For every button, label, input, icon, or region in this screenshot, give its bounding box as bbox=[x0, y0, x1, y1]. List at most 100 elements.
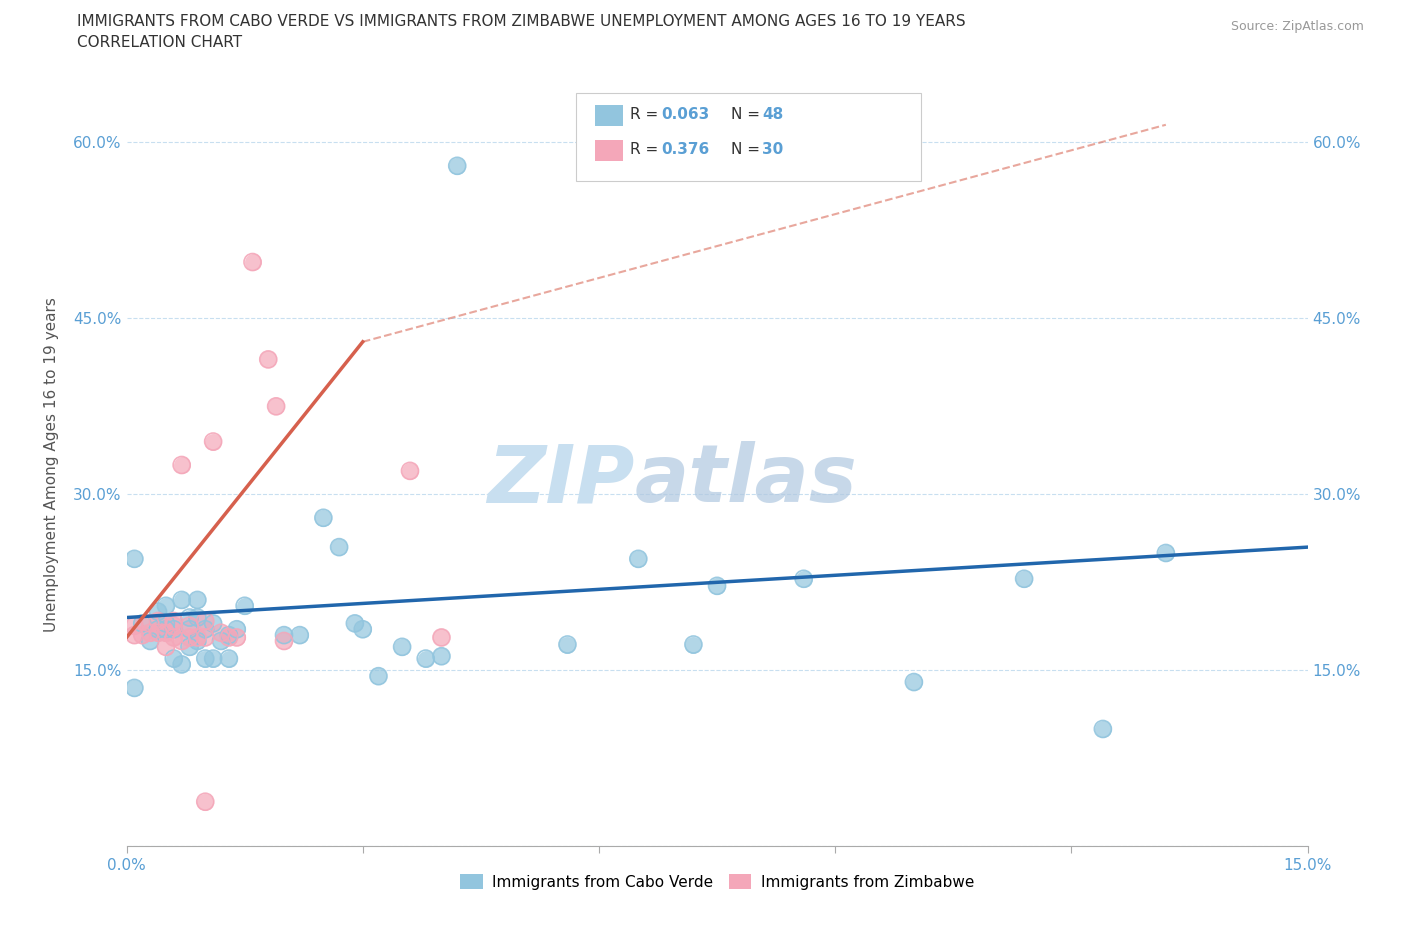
Point bbox=[124, 681, 146, 696]
Point bbox=[793, 571, 815, 586]
Point bbox=[202, 616, 225, 631]
Point bbox=[163, 614, 186, 629]
Point bbox=[209, 625, 232, 640]
Point bbox=[343, 616, 366, 631]
Point bbox=[706, 578, 728, 593]
Point bbox=[124, 628, 146, 643]
Point bbox=[682, 637, 704, 652]
Point bbox=[131, 616, 153, 631]
Point bbox=[209, 625, 232, 640]
Point bbox=[233, 598, 256, 613]
Point bbox=[170, 633, 193, 648]
Point bbox=[194, 622, 217, 637]
Point bbox=[209, 633, 232, 648]
Point bbox=[903, 674, 925, 689]
Point bbox=[139, 625, 162, 640]
Point bbox=[163, 651, 186, 666]
Point bbox=[1091, 722, 1114, 737]
Point bbox=[202, 651, 225, 666]
Point bbox=[124, 551, 146, 566]
Point bbox=[257, 352, 280, 366]
Point bbox=[124, 628, 146, 643]
Point bbox=[124, 551, 146, 566]
Text: 30: 30 bbox=[762, 142, 783, 157]
Point bbox=[793, 571, 815, 586]
Text: N =: N = bbox=[731, 107, 765, 122]
Point bbox=[218, 630, 240, 644]
Point bbox=[131, 628, 153, 643]
Point bbox=[328, 539, 350, 554]
Point bbox=[202, 651, 225, 666]
Point bbox=[430, 630, 453, 644]
Point bbox=[202, 616, 225, 631]
Point bbox=[179, 610, 201, 625]
Point bbox=[273, 628, 295, 643]
Point bbox=[682, 637, 704, 652]
Point bbox=[139, 616, 162, 631]
Point bbox=[155, 598, 177, 613]
Point bbox=[257, 352, 280, 366]
Point bbox=[155, 625, 177, 640]
Point bbox=[186, 630, 208, 644]
Point bbox=[139, 616, 162, 631]
Point bbox=[202, 434, 225, 449]
Point bbox=[903, 674, 925, 689]
Point bbox=[179, 610, 201, 625]
Text: R =: R = bbox=[630, 142, 664, 157]
Point bbox=[194, 630, 217, 644]
Text: 0.376: 0.376 bbox=[661, 142, 709, 157]
Point bbox=[430, 649, 453, 664]
Point bbox=[170, 592, 193, 607]
Point bbox=[202, 434, 225, 449]
Point bbox=[186, 633, 208, 648]
Point bbox=[312, 511, 335, 525]
Point bbox=[273, 633, 295, 648]
Legend: Immigrants from Cabo Verde, Immigrants from Zimbabwe: Immigrants from Cabo Verde, Immigrants f… bbox=[454, 868, 980, 896]
Point bbox=[367, 669, 389, 684]
Point bbox=[328, 539, 350, 554]
Point bbox=[155, 640, 177, 655]
Point bbox=[124, 618, 146, 633]
Point bbox=[146, 614, 169, 629]
Point bbox=[225, 622, 247, 637]
Point bbox=[225, 630, 247, 644]
Point bbox=[139, 633, 162, 648]
Text: ZIP: ZIP bbox=[486, 441, 634, 519]
Point bbox=[415, 651, 437, 666]
Point bbox=[399, 463, 422, 478]
Point bbox=[399, 463, 422, 478]
Point bbox=[194, 794, 217, 809]
Point bbox=[170, 592, 193, 607]
Point bbox=[170, 458, 193, 472]
Point bbox=[186, 592, 208, 607]
Point bbox=[179, 622, 201, 637]
Point bbox=[264, 399, 287, 414]
Point bbox=[1012, 571, 1035, 586]
Point bbox=[179, 618, 201, 633]
Point bbox=[343, 616, 366, 631]
Point bbox=[706, 578, 728, 593]
Point bbox=[146, 604, 169, 619]
Point bbox=[1154, 546, 1177, 561]
Point bbox=[124, 618, 146, 633]
Point bbox=[352, 622, 374, 637]
Point bbox=[218, 651, 240, 666]
Point bbox=[155, 598, 177, 613]
Point bbox=[139, 625, 162, 640]
Text: 48: 48 bbox=[762, 107, 783, 122]
Point bbox=[352, 622, 374, 637]
Text: 0.063: 0.063 bbox=[661, 107, 709, 122]
Point bbox=[155, 622, 177, 637]
Point bbox=[131, 616, 153, 631]
Point bbox=[179, 630, 201, 644]
Point bbox=[233, 598, 256, 613]
Point bbox=[209, 633, 232, 648]
Point bbox=[194, 651, 217, 666]
Point bbox=[557, 637, 579, 652]
Point bbox=[627, 551, 650, 566]
Text: IMMIGRANTS FROM CABO VERDE VS IMMIGRANTS FROM ZIMBABWE UNEMPLOYMENT AMONG AGES 1: IMMIGRANTS FROM CABO VERDE VS IMMIGRANTS… bbox=[77, 14, 966, 29]
Text: R =: R = bbox=[630, 107, 664, 122]
Point bbox=[430, 649, 453, 664]
Point bbox=[163, 651, 186, 666]
Point bbox=[194, 630, 217, 644]
